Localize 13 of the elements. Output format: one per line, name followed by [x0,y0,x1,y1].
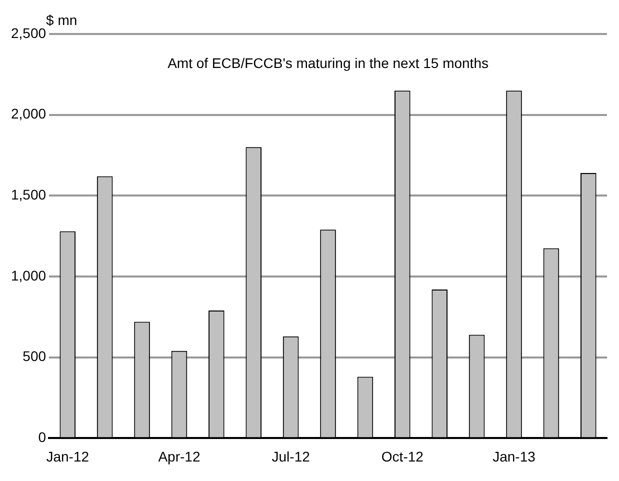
text: Amt of ECB/FCCB's maturing in the next 15 months [168,54,488,71]
y-tick-label: 500 [22,348,46,364]
y-axis-title: $ mn [46,12,78,28]
y-tick-label: 1,500 [10,186,46,203]
y-tick-label: 0 [38,429,46,446]
y-tick-label: 2,500 [10,24,46,41]
x-tick-label: Oct-12 [381,448,424,464]
x-tick-label: Apr-12 [158,448,200,464]
x-tick-label: Jul-12 [272,448,310,464]
x-tick-label: Jan-13 [492,448,536,464]
y-tick-label: 2,000 [10,106,46,122]
x-tick-label: Jan-12 [46,448,90,464]
y-tick-label: 1,000 [10,267,46,284]
